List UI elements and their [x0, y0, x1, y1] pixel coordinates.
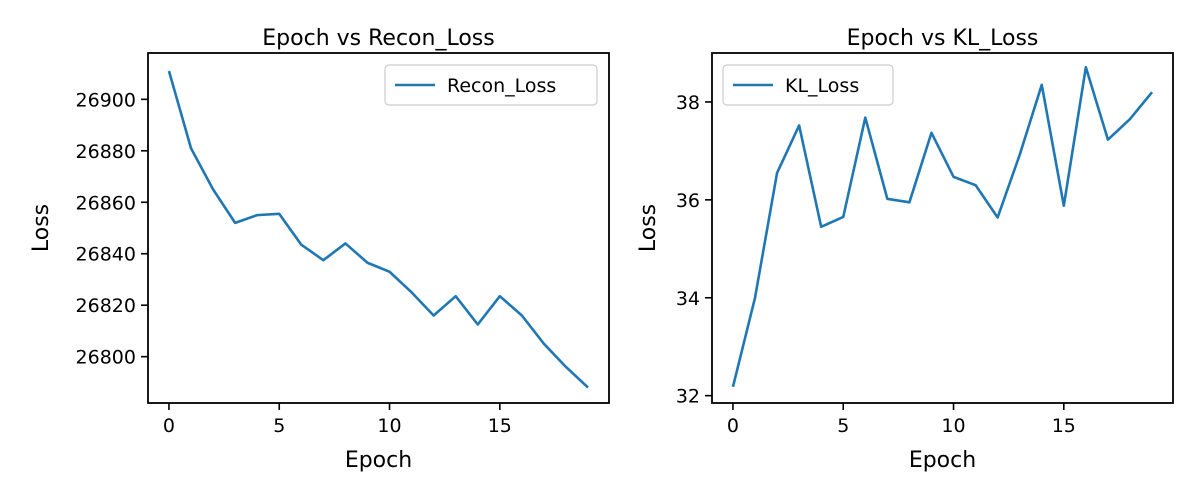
y-tick-label: 26800: [76, 347, 136, 369]
chart-panel-2: Epoch vs KL_Loss 0 5 10 15 32 34 36 38 Epoch Loss K…: [636, 26, 1174, 473]
y-tick-label: 32: [676, 386, 700, 408]
y-axis-label: Loss: [29, 204, 54, 252]
legend-box: [722, 64, 894, 106]
y-tick-label: 26880: [76, 141, 136, 163]
chart-panel-1: Epoch vs Recon_Loss 0 5 10 15 26800 26820 26840…: [29, 26, 610, 473]
y-tick-label: 26900: [76, 89, 136, 111]
legend: KL_Loss: [722, 64, 894, 106]
x-axis-label: Epoch: [909, 448, 976, 473]
plot-frame: [711, 52, 1174, 404]
x-axis-label: Epoch: [345, 448, 412, 473]
x-tick-label: 0: [163, 415, 175, 437]
x-tick-label: 10: [377, 415, 401, 437]
x-tick-label: 15: [1052, 415, 1076, 437]
legend: Recon_Loss: [384, 64, 598, 106]
plot-frame: [147, 52, 610, 404]
x-tick-label: 10: [941, 415, 965, 437]
y-tick-label: 26820: [76, 295, 136, 317]
y-tick-label: 36: [676, 190, 700, 212]
x-tick-label: 15: [488, 415, 512, 437]
y-tick-label: 26860: [76, 192, 136, 214]
x-tick-label: 5: [837, 415, 849, 437]
chart-title: Epoch vs KL_Loss: [847, 26, 1039, 51]
y-tick-label: 26840: [76, 244, 136, 266]
series-line-kl-loss: [731, 65, 1154, 388]
legend-box: [384, 64, 598, 106]
y-tick-label: 34: [676, 288, 700, 310]
legend-label: KL_Loss: [785, 75, 859, 97]
x-tick-label: 0: [727, 415, 739, 437]
series-line-recon-loss: [167, 70, 589, 389]
y-axis-label: Loss: [636, 204, 661, 252]
legend-label: Recon_Loss: [447, 75, 556, 97]
y-tick-label: 38: [676, 92, 700, 114]
chart-title: Epoch vs Recon_Loss: [262, 26, 494, 51]
x-tick-label: 5: [273, 415, 285, 437]
